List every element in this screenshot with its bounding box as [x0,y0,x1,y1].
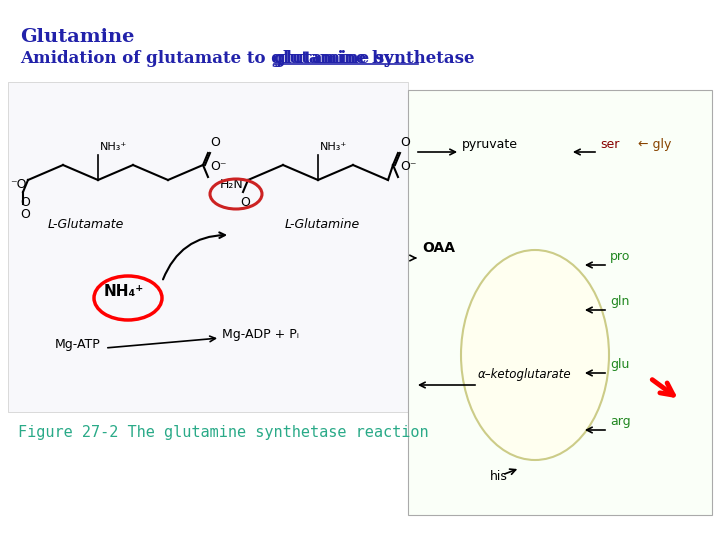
Text: his: his [490,470,508,483]
Text: gln: gln [610,295,629,308]
Text: ← gly: ← gly [638,138,671,151]
Text: O: O [20,196,30,209]
Text: NH₄⁺: NH₄⁺ [104,284,144,299]
Text: H₂N: H₂N [220,178,244,191]
Text: OAA: OAA [422,241,455,255]
Text: O: O [210,136,220,149]
Text: O: O [240,196,250,209]
Text: Amidation of glutamate to glutamine by: Amidation of glutamate to glutamine by [20,50,399,67]
Text: α–ketoglutarate: α–ketoglutarate [478,368,572,381]
Text: pro: pro [610,250,631,263]
Text: glutamine synthetase: glutamine synthetase [274,50,474,67]
Text: L-Glutamate: L-Glutamate [48,218,125,231]
Text: Mg-ADP + Pᵢ: Mg-ADP + Pᵢ [222,328,299,341]
Text: glu: glu [610,358,629,371]
Text: O: O [400,136,410,149]
Text: Glutamine: Glutamine [20,28,135,46]
Ellipse shape [461,250,609,460]
Text: O⁻: O⁻ [400,160,416,173]
Text: NH₃⁺: NH₃⁺ [100,142,127,152]
Text: O⁻: O⁻ [210,160,227,173]
Text: L-Glutamine: L-Glutamine [285,218,360,231]
Text: NH₃⁺: NH₃⁺ [320,142,347,152]
Text: Figure 27-2 The glutamine synthetase reaction: Figure 27-2 The glutamine synthetase rea… [18,425,428,440]
Text: arg: arg [610,415,631,428]
Text: ⁻O: ⁻O [10,178,27,191]
Text: O: O [20,208,30,221]
Text: ser: ser [600,138,619,151]
FancyBboxPatch shape [8,82,408,412]
Text: pyruvate: pyruvate [462,138,518,151]
Text: Mg-ATP: Mg-ATP [55,338,101,351]
FancyBboxPatch shape [408,90,712,515]
